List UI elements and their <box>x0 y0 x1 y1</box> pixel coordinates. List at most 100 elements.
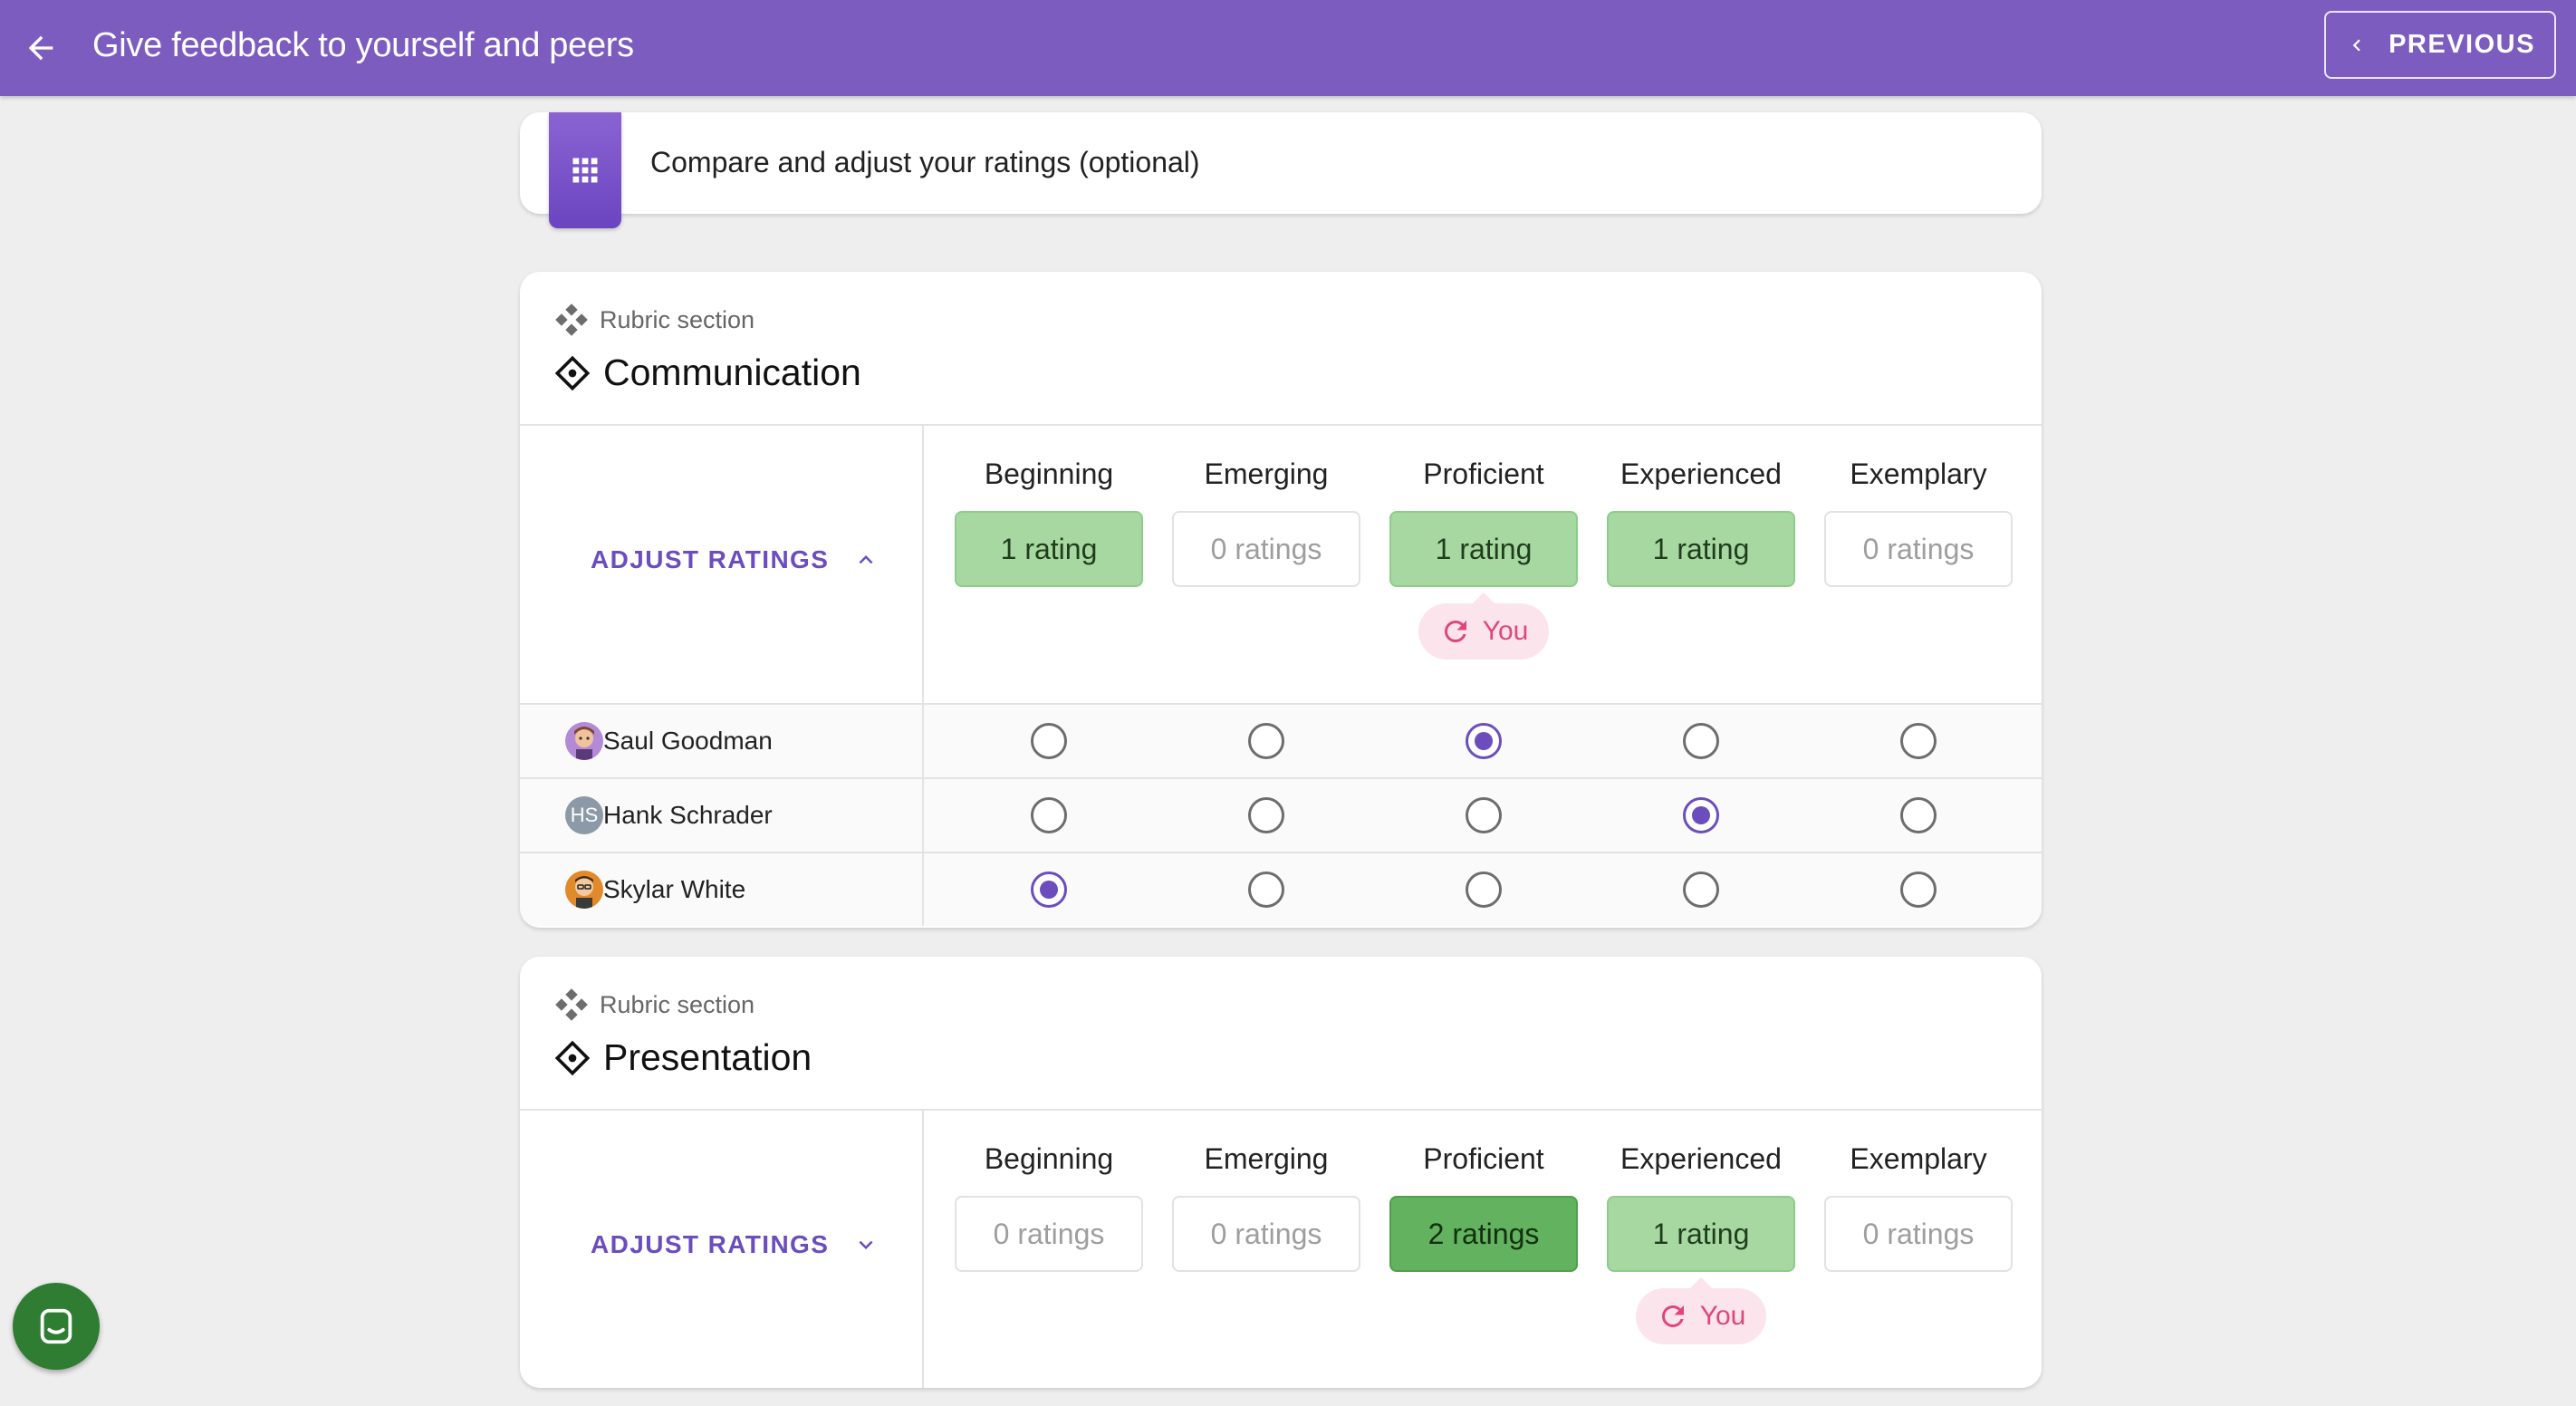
arrow-left-icon <box>28 35 53 61</box>
chat-launcher-button[interactable] <box>13 1283 100 1370</box>
level-name: Proficient <box>1423 1142 1544 1175</box>
rating-radio-proficient[interactable] <box>1466 797 1502 833</box>
rating-radio-beginning[interactable] <box>1031 797 1067 833</box>
section-title: Communication <box>554 352 861 394</box>
previous-button[interactable]: PREVIOUS <box>2324 11 2556 79</box>
section-subtitle-text: Rubric section <box>600 990 755 1018</box>
rating-count-experienced: 1 rating <box>1607 511 1795 587</box>
level-name: Experienced <box>1620 457 1782 490</box>
level-name: Beginning <box>984 1142 1114 1175</box>
level-header-experienced: Experienced <box>1607 1136 1795 1181</box>
self-rating-label: You <box>1482 616 1529 646</box>
level-name: Experienced <box>1620 1142 1782 1175</box>
rubric-section-icon <box>555 303 588 336</box>
rating-radio-experienced[interactable] <box>1683 872 1719 908</box>
refresh-icon <box>1444 621 1466 642</box>
section-subtitle-text: Rubric section <box>600 305 755 333</box>
self-rating-label: You <box>1699 1301 1746 1331</box>
diamond-icon <box>554 1040 591 1075</box>
adjust-ratings-label: ADJUST RATINGS <box>591 1230 830 1258</box>
step-tab <box>549 112 621 228</box>
level-header-proficient: Proficient <box>1389 451 1578 496</box>
rating-radio-emerging[interactable] <box>1248 872 1284 908</box>
rating-count-proficient: 2 ratings <box>1389 1196 1578 1272</box>
rating-radio-beginning[interactable] <box>1031 723 1067 759</box>
level-header-beginning: Beginning <box>955 451 1143 496</box>
cartoon-avatar-icon <box>565 722 603 760</box>
rating-radio-experienced[interactable] <box>1683 797 1719 833</box>
section-body: ADJUST RATINGS Beginning Emerging Profic… <box>520 1111 2042 1388</box>
section-title: Presentation <box>554 1036 812 1079</box>
student-name-cell: Saul Goodman <box>565 705 773 777</box>
adjust-ratings-toggle[interactable]: ADJUST RATINGS <box>591 1230 879 1259</box>
refresh-icon <box>1661 1305 1684 1327</box>
level-name: Emerging <box>1204 457 1329 490</box>
rating-radio-emerging[interactable] <box>1248 797 1284 833</box>
rating-radio-proficient[interactable] <box>1466 872 1502 908</box>
avatar: HS <box>565 796 603 834</box>
section-body: ADJUST RATINGS Beginning Emerging Profic… <box>520 426 2042 928</box>
rating-radio-exemplary[interactable] <box>1900 797 1937 833</box>
student-name: Saul Goodman <box>603 727 773 755</box>
rating-radio-exemplary[interactable] <box>1900 872 1937 908</box>
section-subtitle: Rubric section <box>554 303 755 337</box>
rating-count-beginning: 1 rating <box>955 511 1143 587</box>
rubric-section-communication: Rubric section Communication ADJUST RATI… <box>520 272 2042 928</box>
rubric-section-icon <box>555 988 588 1021</box>
cartoon-avatar-icon <box>565 871 603 909</box>
self-rating-badge: You <box>1418 592 1549 660</box>
section-subtitle: Rubric section <box>554 987 755 1022</box>
student-name: Skylar White <box>603 875 746 903</box>
section-title-text: Presentation <box>603 1036 812 1078</box>
previous-button-label: PREVIOUS <box>2389 30 2535 59</box>
self-rating-badge: You <box>1636 1277 1766 1344</box>
level-header-exemplary: Exemplary <box>1824 451 2013 496</box>
back-button[interactable] <box>16 24 65 72</box>
chevron-left-icon <box>2352 39 2360 51</box>
level-name: Beginning <box>984 457 1114 490</box>
chevron-down-icon <box>859 1240 873 1249</box>
table-row: HS Hank Schrader <box>520 777 2042 852</box>
level-name: Proficient <box>1423 457 1544 490</box>
level-header-emerging: Emerging <box>1172 451 1360 496</box>
section-header: Rubric section Communication <box>520 272 2042 426</box>
table-row: Skylar White <box>520 852 2042 926</box>
avatar <box>565 871 603 909</box>
rating-radio-emerging[interactable] <box>1248 723 1284 759</box>
rating-radio-proficient[interactable] <box>1466 723 1502 759</box>
level-header-proficient: Proficient <box>1389 1136 1578 1181</box>
adjust-column: ADJUST RATINGS <box>520 426 924 703</box>
section-title-text: Communication <box>603 352 861 393</box>
adjust-ratings-toggle[interactable]: ADJUST RATINGS <box>591 545 879 574</box>
level-header-beginning: Beginning <box>955 1136 1143 1181</box>
rubric-section-presentation: Rubric section Presentation ADJUST RATIN… <box>520 957 2042 1388</box>
level-header-experienced: Experienced <box>1607 451 1795 496</box>
rating-radio-beginning[interactable] <box>1031 872 1067 908</box>
rating-count-emerging: 0 ratings <box>1172 1196 1360 1272</box>
level-header-exemplary: Exemplary <box>1824 1136 2013 1181</box>
adjust-column: ADJUST RATINGS <box>520 1111 924 1388</box>
rating-count-proficient: 1 rating <box>1389 511 1578 587</box>
rating-radio-exemplary[interactable] <box>1900 723 1937 759</box>
level-name: Exemplary <box>1850 457 1987 490</box>
level-name: Exemplary <box>1850 1142 1987 1175</box>
student-name: Hank Schrader <box>603 801 773 829</box>
adjust-ratings-label: ADJUST RATINGS <box>591 545 830 573</box>
top-app-bar: Give feedback to yourself and peers PREV… <box>0 0 2576 96</box>
chat-icon <box>40 1308 72 1344</box>
rating-count-exemplary: 0 ratings <box>1824 1196 2013 1272</box>
student-name-cell: HS Hank Schrader <box>565 779 773 852</box>
step-text: Compare and adjust your ratings (optiona… <box>650 146 1200 178</box>
rating-count-experienced: 1 rating <box>1607 1196 1795 1272</box>
section-header: Rubric section Presentation <box>520 957 2042 1111</box>
diamond-icon <box>554 355 591 390</box>
level-name: Emerging <box>1204 1142 1329 1175</box>
rating-count-exemplary: 0 ratings <box>1824 511 2013 587</box>
level-header-emerging: Emerging <box>1172 1136 1360 1181</box>
page-title: Give feedback to yourself and peers <box>92 26 634 64</box>
rating-radio-experienced[interactable] <box>1683 723 1719 759</box>
avatar <box>565 722 603 760</box>
table-row: Saul Goodman <box>520 703 2042 777</box>
rating-count-beginning: 0 ratings <box>955 1196 1143 1272</box>
student-name-cell: Skylar White <box>565 853 745 926</box>
